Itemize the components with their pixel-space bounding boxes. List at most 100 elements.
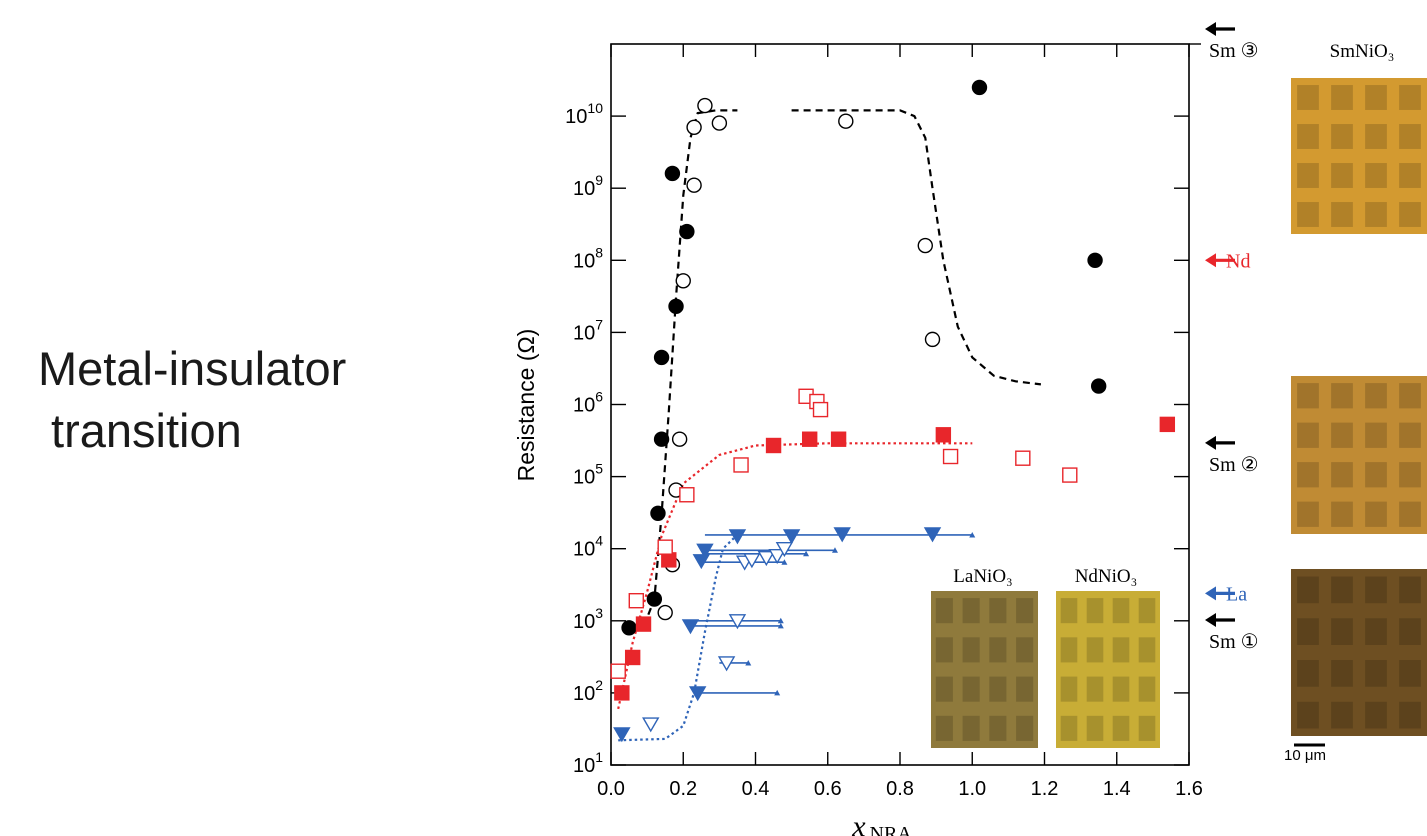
marker-label: Nd xyxy=(1226,250,1250,272)
marker-arrowhead xyxy=(1205,253,1216,268)
x-tick-label: 1.2 xyxy=(1031,778,1059,800)
data-point xyxy=(717,656,736,672)
micrograph-sm-middle-bg xyxy=(1291,376,1427,534)
micrograph-sm-top-cell xyxy=(1365,124,1387,149)
x-tick-label: 1.4 xyxy=(1103,778,1131,800)
micrograph-sm-middle-cell xyxy=(1399,383,1421,409)
micrograph-sm-middle-cell xyxy=(1331,462,1353,488)
micrograph-sm-bottom-cell xyxy=(1331,618,1353,645)
micrograph-la-cell xyxy=(1016,715,1034,741)
data-point xyxy=(686,119,702,135)
data-point xyxy=(833,527,851,543)
micrograph-nd xyxy=(1056,591,1160,748)
fit-curve xyxy=(617,442,973,710)
micrograph-sm-top-cell xyxy=(1365,202,1387,227)
micrograph-sm-bottom-cell xyxy=(1297,660,1319,687)
micrograph-nd-bg xyxy=(1056,591,1160,748)
micrograph-nd-cell xyxy=(1138,637,1156,663)
slide-title: Metal-insulator transition xyxy=(38,338,346,462)
micrograph-sm-top-cell xyxy=(1297,124,1319,149)
micrograph-sm-top-cell xyxy=(1297,163,1319,188)
data-point xyxy=(768,548,786,565)
micrograph-sm-bottom-cell xyxy=(1365,576,1387,604)
micrograph-nd-cell xyxy=(1112,637,1130,663)
data-point xyxy=(668,298,684,315)
y-tick-label: 102 xyxy=(573,677,603,705)
data-point xyxy=(1090,378,1107,394)
data-point xyxy=(671,431,688,447)
data-point xyxy=(610,663,626,679)
marker-label: La xyxy=(1226,583,1247,605)
micrograph-sm-bottom-cell xyxy=(1365,618,1387,645)
data-points xyxy=(610,79,1176,743)
marker-label: Sm ② xyxy=(1209,454,1259,476)
x-tick-label: 0.4 xyxy=(742,778,770,800)
micrograph-la-cell xyxy=(935,715,953,741)
data-point xyxy=(692,554,711,570)
micrograph-la-cell xyxy=(1016,637,1034,663)
micrograph-sm-middle-cell xyxy=(1365,422,1387,448)
slide-title-line-2: transition xyxy=(38,404,242,457)
data-point xyxy=(657,539,673,555)
data-point xyxy=(686,177,702,193)
data-point xyxy=(661,552,677,568)
y-axis-label: Resistance (Ω) xyxy=(513,329,539,482)
micrograph-la xyxy=(931,591,1038,748)
micrograph-la-cell xyxy=(989,598,1007,624)
micrograph-sm-top-cell xyxy=(1331,202,1353,227)
y-tick-label: 1010 xyxy=(565,100,603,128)
data-point xyxy=(801,431,818,447)
data-point xyxy=(675,273,691,289)
data-point xyxy=(681,619,700,635)
y-tick-label: 103 xyxy=(573,605,603,633)
y-tick-label: 108 xyxy=(573,244,603,272)
data-point xyxy=(757,551,776,567)
micrograph-sm-top-cell xyxy=(1331,85,1353,110)
inset-label-sm: SmNiO₃ xyxy=(1330,41,1395,62)
micrograph-sm-bottom-cell xyxy=(1297,618,1319,645)
micrograph-la-cell xyxy=(935,637,953,663)
micrograph-nd-cell xyxy=(1060,715,1078,741)
data-point xyxy=(646,591,663,607)
micrograph-sm-bottom-cell xyxy=(1365,660,1387,687)
x-tick-label: 0.2 xyxy=(669,778,697,800)
range-bar-end xyxy=(774,689,781,696)
micrograph-nd-cell xyxy=(1112,676,1130,702)
data-point xyxy=(838,113,854,129)
micrograph-sm-bottom-cell xyxy=(1331,701,1353,729)
data-point xyxy=(697,97,713,114)
fit-curves xyxy=(617,109,1042,742)
range-bar-end xyxy=(969,531,976,538)
micrograph-nd-cell xyxy=(1060,598,1078,624)
micrograph-sm-top-cell xyxy=(1297,202,1319,227)
inset-label-nd: NdNiO₃ xyxy=(1075,566,1138,587)
marker-arrowhead xyxy=(1205,435,1216,450)
data-point xyxy=(765,437,782,454)
data-point xyxy=(696,543,714,559)
data-point xyxy=(728,529,747,545)
marker-label: Sm ③ xyxy=(1209,40,1259,62)
data-point xyxy=(642,717,660,733)
micrograph-sm-bottom-cell xyxy=(1399,618,1421,645)
data-point xyxy=(923,527,942,543)
micrograph-sm-top-cell xyxy=(1399,163,1421,188)
micrograph-sm-bottom-cell xyxy=(1399,576,1421,604)
micrograph-sm-middle-cell xyxy=(1399,422,1421,448)
data-point xyxy=(782,529,801,545)
data-point xyxy=(971,79,988,96)
x-axis: 0.0 0.2 0.4 0.6 0.8 1.0 1.2 1.4 1.6 xyxy=(597,44,1203,800)
micrograph-sm-top-cell xyxy=(1331,163,1353,188)
data-point xyxy=(1159,416,1176,433)
data-point xyxy=(628,593,644,609)
data-point xyxy=(743,553,761,569)
micrograph-nd-cell xyxy=(1086,676,1104,702)
micrograph-la-cell xyxy=(1016,676,1034,702)
range-bar-end xyxy=(777,622,784,629)
data-point xyxy=(924,331,941,348)
micrograph-sm-top-cell xyxy=(1365,85,1387,110)
micrograph-la-cell xyxy=(962,715,980,741)
micrograph-sm-bottom-cell xyxy=(1297,576,1319,604)
micrograph-sm-bottom-cell xyxy=(1331,576,1353,604)
data-point xyxy=(614,685,630,701)
micrograph-la-cell xyxy=(989,637,1007,663)
